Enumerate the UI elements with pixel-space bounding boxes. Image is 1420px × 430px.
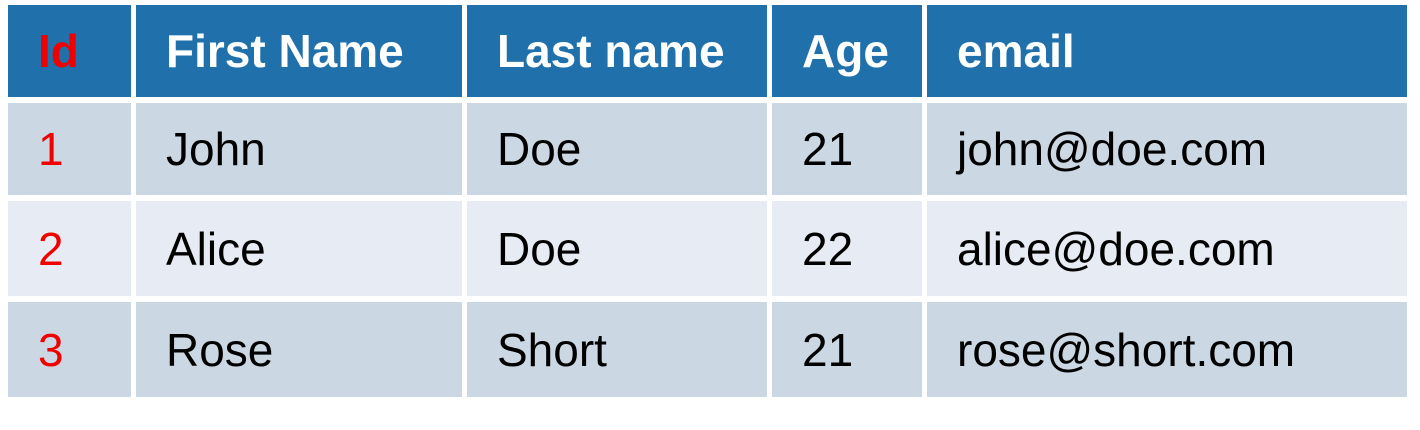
column-header-first-name: First Name [136, 5, 462, 97]
cell-id: 2 [8, 201, 131, 296]
cell-first-name: Rose [136, 302, 462, 397]
cell-last-name: Doe [467, 103, 767, 195]
cell-last-name: Doe [467, 201, 767, 296]
column-header-last-name: Last name [467, 5, 767, 97]
column-header-email: email [927, 5, 1407, 97]
cell-age: 21 [772, 302, 922, 397]
cell-id: 1 [8, 103, 131, 195]
column-header-id: Id [8, 5, 131, 97]
cell-email: alice@doe.com [927, 201, 1407, 296]
column-header-age: Age [772, 5, 922, 97]
cell-email: rose@short.com [927, 302, 1407, 397]
cell-age: 21 [772, 103, 922, 195]
cell-first-name: Alice [136, 201, 462, 296]
cell-age: 22 [772, 201, 922, 296]
cell-first-name: John [136, 103, 462, 195]
cell-email: john@doe.com [927, 103, 1407, 195]
cell-last-name: Short [467, 302, 767, 397]
cell-id: 3 [8, 302, 131, 397]
data-table: Id First Name Last name Age email 1 John… [8, 5, 1407, 397]
